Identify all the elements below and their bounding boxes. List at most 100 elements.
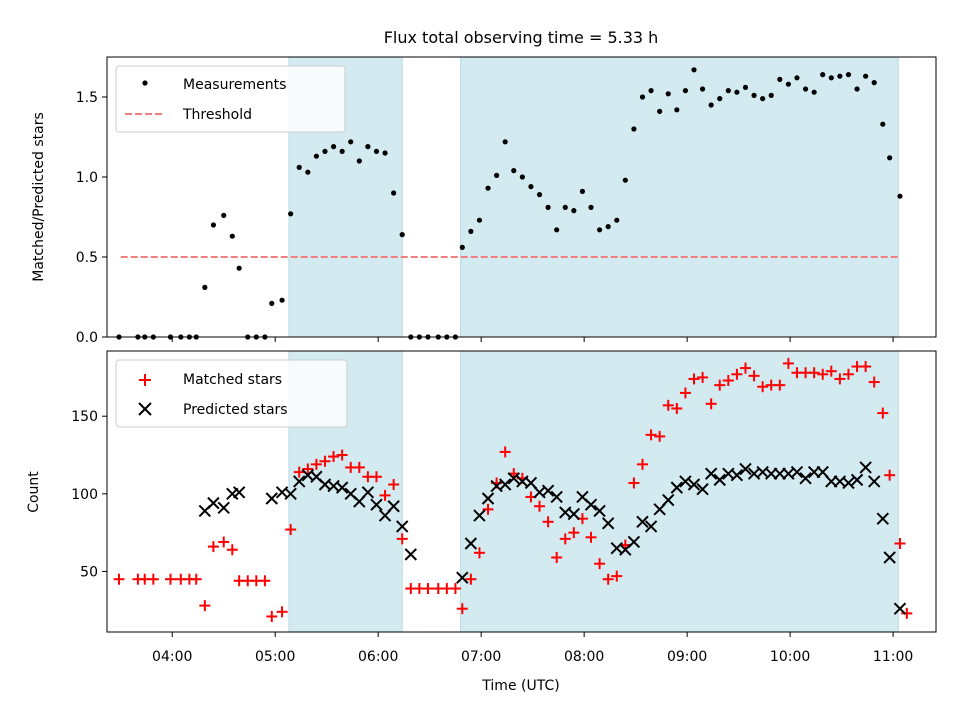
matched-stars-point	[218, 536, 230, 548]
measurements-point	[845, 72, 852, 78]
measurements-point	[365, 144, 371, 150]
top-y-axis-label: Matched/Predicted stars	[31, 112, 47, 282]
predicted-stars-point	[636, 515, 649, 528]
bot-xtick-label: 07:00	[461, 649, 501, 665]
predicted-stars-point	[893, 602, 907, 615]
bottom-y-axis-ticks: 50 100 150	[71, 409, 107, 580]
matched-stars-point	[705, 398, 717, 410]
bottom-axes-frame	[106, 350, 937, 633]
measurements-point	[494, 172, 500, 178]
measurements-point	[373, 148, 380, 154]
matched-stars-point	[825, 365, 837, 377]
matched-stars-point	[370, 471, 382, 483]
measurements-point	[622, 177, 628, 183]
predicted-stars-point	[550, 490, 563, 504]
matched-stars-point	[285, 524, 297, 536]
predicted-stars-point	[584, 498, 598, 511]
matched-stars-point	[884, 469, 896, 481]
matched-stars-point	[147, 573, 159, 585]
measurements-point	[382, 150, 388, 156]
bottom-plot-marks	[113, 357, 913, 622]
predicted-stars-point	[850, 473, 864, 487]
predicted-stars-point	[739, 462, 752, 476]
predicted-stars-point	[265, 492, 278, 505]
measurements-point	[221, 212, 227, 218]
predicted-stars-point	[593, 504, 606, 518]
matched-stars-point	[266, 610, 278, 622]
matched-stars-point	[671, 402, 683, 414]
matched-stars-point	[482, 503, 494, 515]
measurements-point	[391, 190, 397, 196]
matched-stars-point	[637, 458, 649, 470]
measurements-point	[579, 188, 586, 194]
measurements-point	[880, 121, 886, 127]
matched-stars-point	[568, 527, 580, 539]
matched-stars-point	[226, 544, 238, 556]
measurements-point	[485, 185, 491, 191]
measurements-point	[339, 148, 345, 154]
matched-stars-point	[422, 583, 434, 595]
matched-stars-point	[901, 607, 913, 619]
matched-stars-point	[542, 516, 554, 528]
predicted-stars-point	[601, 517, 615, 530]
matched-stars-point	[499, 446, 511, 458]
top-legend-box	[115, 65, 346, 133]
measurements-point	[305, 169, 311, 175]
legend-threshold-label: Threshold	[182, 107, 252, 123]
measurements-point	[699, 86, 706, 92]
measurements-point	[202, 284, 208, 290]
matched-stars-point	[834, 373, 846, 385]
matched-stars-point	[293, 466, 305, 478]
measurements-point	[674, 107, 680, 113]
measurements-point	[760, 96, 766, 102]
predicted-stars-point	[730, 468, 744, 482]
measurements-point	[777, 76, 783, 82]
matched-stars-point	[336, 449, 348, 461]
matched-stars-point	[113, 573, 125, 585]
matched-stars-point	[774, 379, 786, 391]
predicted-stars-point	[859, 461, 872, 474]
count-panel: 50 100 150 04:00 05:00 06:00 07:00 08:00 09:00 1…	[26, 350, 937, 694]
predicted-stars-point	[507, 472, 520, 485]
bot-xtick-label: 10:00	[770, 649, 810, 665]
matched-stars-point	[611, 570, 623, 582]
matched-stars-point	[190, 573, 202, 585]
measurements-point	[459, 244, 465, 250]
measurements-point	[725, 88, 731, 94]
measurements-point	[269, 300, 275, 306]
legend-measurements-label: Measurements	[183, 77, 286, 93]
predicted-stars-point	[387, 500, 400, 513]
predicted-stars-point	[679, 475, 692, 488]
predicted-stars-point	[670, 481, 684, 494]
matched-stars-point	[276, 606, 288, 618]
top-ytick-label: 1.5	[76, 90, 98, 106]
measurements-point	[785, 81, 791, 87]
matched-stars-point	[388, 479, 400, 491]
measurements-point	[734, 89, 740, 95]
matched-stars-point	[207, 541, 219, 553]
measurements-point	[665, 91, 671, 97]
measurements-point	[768, 92, 774, 98]
matched-stars-point	[473, 547, 485, 559]
matched-stars-point	[628, 477, 640, 489]
matched-stars-point	[842, 368, 854, 380]
measurements-point	[828, 75, 834, 81]
measurements-point	[811, 89, 817, 95]
measurements-point	[210, 222, 217, 228]
matched-stars-point	[594, 558, 606, 570]
predicted-stars-point	[799, 472, 812, 485]
measurements-point	[717, 96, 723, 102]
measurements-point	[348, 139, 354, 145]
top-plot-marks	[116, 67, 903, 340]
matched-stars-point	[379, 489, 391, 501]
bottom-y-axis-label: Count	[26, 471, 42, 513]
predicted-stars-point	[883, 551, 896, 564]
matched-stars-point	[534, 500, 546, 512]
bot-xtick-label: 06:00	[358, 649, 398, 665]
predicted-stars-point	[293, 475, 306, 488]
top-ytick-label: 0.0	[76, 330, 98, 346]
measurements-point	[554, 227, 560, 233]
bot-ytick-label: 100	[71, 487, 98, 503]
matched-stars-point	[714, 379, 726, 391]
predicted-stars-point	[876, 512, 890, 525]
